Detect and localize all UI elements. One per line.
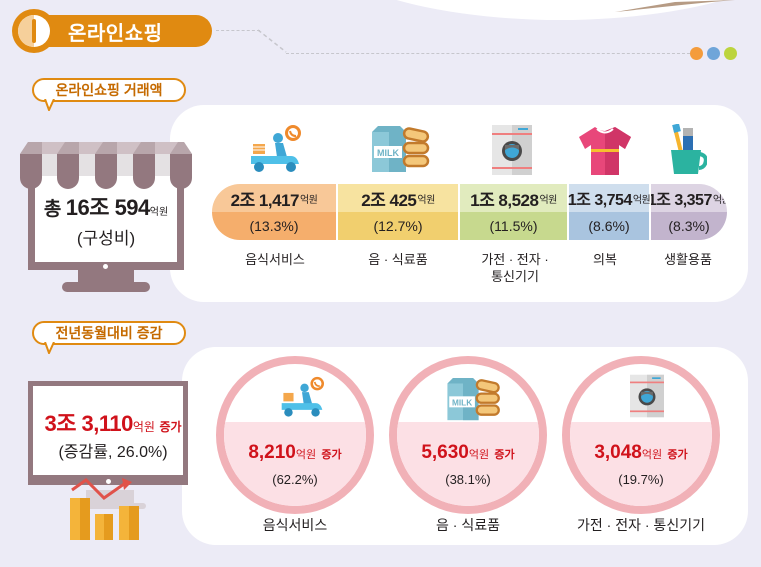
yoy-circle-electronics: 3,048억원 증가 (19.7%) [562,356,720,514]
monitor-power-dot [106,479,111,484]
milk-and-snacks-icon: MILK [447,378,500,421]
total-amount: 총 16조 594억원 [43,195,169,220]
category-label: 가전 · 전자 · 통신기기 [481,252,549,284]
bar-segment: 2조 425 억원 (12.7%) [338,184,458,240]
delivery-scooter-icon [251,125,301,172]
panel-left-curve [178,347,218,545]
yoy-total-amount: 3조 3,110억원 증가 [44,411,182,436]
category-label: 음식서비스 [245,252,305,267]
svg-text:MILK: MILK [377,148,399,158]
section-title: 온라인쇼핑 [68,23,163,45]
t-shirt-icon [579,127,631,175]
decorative-brown-swoosh [615,0,735,12]
yoy-circle-food-service: 8,210억원 증가 (62.2%) [216,356,374,514]
category-breakdown-bar: 2조 1,417 억원 (13.3%) 2조 425 억원 (12.7%) 1조 8… [212,184,727,240]
category-label: 음 · 식료품 [368,252,428,267]
bar-segment: 2조 1,417 억원 (13.3%) [212,184,336,240]
washing-machine-icon [630,374,664,418]
divider-dashed [286,53,690,54]
coin-stacks-growth-icon [70,478,139,540]
transaction-tag: 온라인쇼핑 거래액 [32,78,186,102]
total-subtitle: (구성비) [76,229,136,248]
bar-segment: 1조 3,754 억원 (8.6%) [568,184,651,240]
divider-dashed [216,30,260,31]
divider-dashed-diagonal [258,29,287,53]
decorative-dot-green [724,47,737,60]
category-label: 생활용품 [664,252,712,267]
yoy-label: 가전 · 전자 · 통신기기 [577,517,705,533]
store-monitor-illustration [20,142,192,270]
yoy-label: 음 · 식료품 [436,517,500,533]
bar-segment: 1조 8,528 억원 (11.5%) [460,184,567,240]
yoy-tag: 전년동월대비 증감 [32,321,186,345]
bubble-tail [44,99,55,111]
bubble-tail [44,342,55,354]
yoy-circle-food-beverage: MILK 5,630억원 증가 (38.1%) [389,356,547,514]
category-label: 의복 [593,252,617,267]
monitor-base [62,282,150,292]
delivery-scooter-icon [281,376,324,417]
monitor-stand [78,270,134,284]
yoy-total-subtitle: (증감률, 26.0%) [58,444,168,461]
milk-and-snacks-icon: MILK [372,126,430,172]
monitor-base [74,503,146,509]
toothbrush-cup-icon [671,124,707,174]
svg-text:MILK: MILK [452,399,472,408]
washing-machine-icon [492,125,532,175]
decorative-dot-orange [690,47,703,60]
section-number-icon [12,9,56,53]
yoy-label: 음식서비스 [262,517,328,533]
bar-segment: 1조 3,357 억원 (8.3%) [651,184,727,240]
decorative-dot-blue [707,47,720,60]
